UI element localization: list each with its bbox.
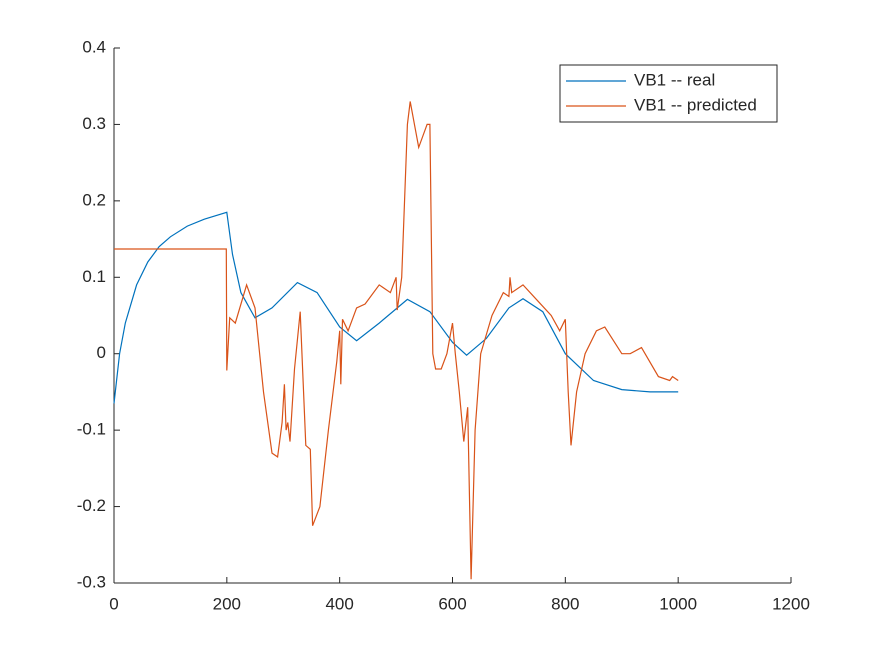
- x-tick-label: 0: [109, 594, 118, 613]
- y-tick-label: -0.2: [77, 496, 106, 515]
- series-line: [114, 101, 679, 580]
- plot-area: [114, 48, 791, 583]
- series-line: [113, 211, 679, 404]
- legend-box: [559, 64, 778, 123]
- y-tick-label: 0: [97, 343, 106, 362]
- x-tick-label: 1000: [659, 594, 697, 613]
- legend-label: VB1 -- predicted: [634, 95, 757, 114]
- y-tick-label: -0.1: [77, 420, 106, 439]
- y-tick-label: 0.2: [82, 190, 106, 209]
- x-tick-label: 600: [438, 594, 466, 613]
- x-tick-label: 1200: [772, 594, 810, 613]
- x-tick-label: 400: [325, 594, 353, 613]
- y-tick-label: 0.4: [82, 37, 106, 56]
- legend-label: VB1 -- real: [634, 70, 715, 89]
- y-tick-label: 0.3: [82, 114, 106, 133]
- x-tick-label: 800: [551, 594, 579, 613]
- x-tick-label: 200: [213, 594, 241, 613]
- y-tick-label: 0.1: [82, 267, 106, 286]
- y-tick-label: -0.3: [77, 572, 106, 591]
